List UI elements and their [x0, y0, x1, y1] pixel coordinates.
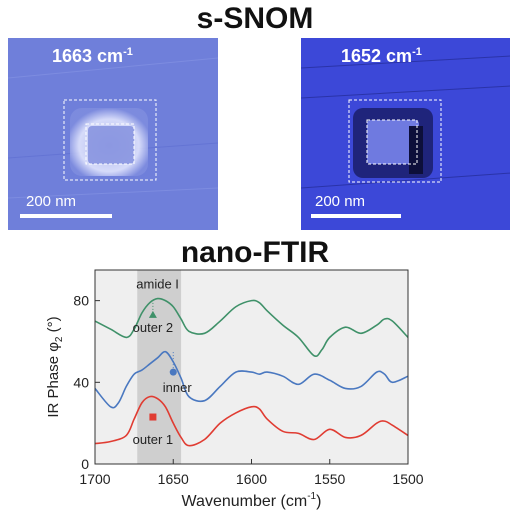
- scale-bar: [311, 214, 401, 218]
- snom-image-1663: 1663 cm-1 200 nm: [8, 38, 218, 230]
- x-axis-ticks: 1700 1650 1600 1550 1500: [79, 459, 424, 487]
- y-axis-ticks: 0 40 80: [73, 293, 100, 472]
- marker-outer-2: [148, 310, 157, 318]
- series-layer: [94, 297, 409, 447]
- nano-ftir-chart: 0 40 80 1700 1650 1600 1550 1500 amide I outer …: [45, 269, 424, 510]
- snom-image-1652: 1652 cm-1 200 nm: [301, 38, 510, 230]
- x-axis-label: Wavenumber (cm-1): [182, 491, 322, 510]
- y-tick-label: 0: [81, 456, 89, 472]
- scale-bar: [20, 214, 112, 218]
- scale-label: 200 nm: [315, 193, 366, 210]
- series-label-outer-2: outer 2: [133, 320, 173, 335]
- x-tick-label: 1650: [158, 471, 189, 487]
- series-line-inner: [94, 350, 409, 409]
- snom-image-1663-texture: [8, 57, 218, 199]
- x-tick-label: 1500: [392, 471, 423, 487]
- y-tick-label: 40: [73, 374, 89, 390]
- series-line-outer-1: [94, 395, 409, 447]
- snom-image-1652-texture: [301, 55, 510, 189]
- wavenumber-label-1652: 1652 cm-1: [341, 46, 422, 66]
- marker-outer-1: [149, 413, 157, 421]
- series-line-outer-2: [94, 297, 409, 358]
- annotation-layer: amide I outer 2 inner outer 1: [133, 276, 193, 447]
- series-label-outer-1: outer 1: [133, 432, 173, 447]
- ftir-title: nano-FTIR: [180, 236, 330, 269]
- plot-frame: [94, 269, 409, 465]
- y-axis-label: IR Phase φ2 (°): [45, 316, 65, 417]
- series-label-inner: inner: [163, 380, 193, 395]
- wavenumber-label-1663: 1663 cm-1: [52, 46, 133, 66]
- snom-title: s-SNOM: [196, 2, 314, 35]
- x-tick-label: 1600: [236, 471, 267, 487]
- x-tick-label: 1550: [314, 471, 345, 487]
- amide-band-label: amide I: [136, 276, 179, 291]
- scale-label: 200 nm: [26, 193, 77, 210]
- amide-band-highlight: [137, 270, 182, 464]
- x-tick-label: 1700: [79, 471, 110, 487]
- y-tick-label: 80: [73, 293, 89, 309]
- marker-inner: [169, 368, 177, 376]
